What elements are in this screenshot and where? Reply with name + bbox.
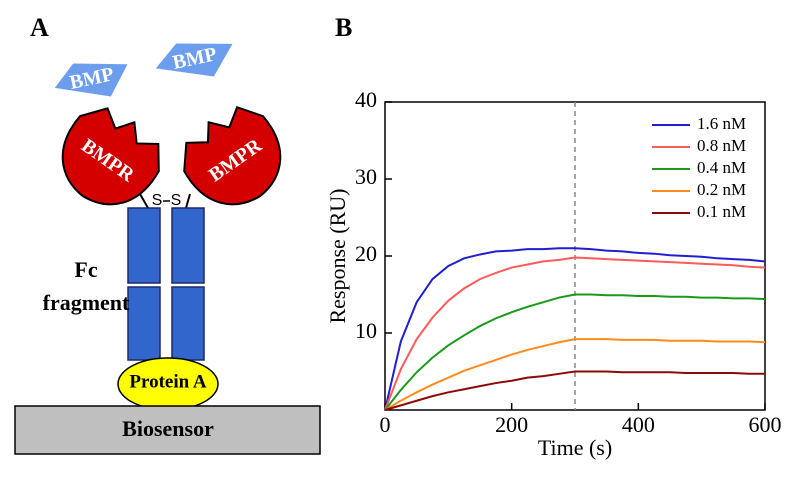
legend-label: 0.2 nM	[697, 180, 746, 199]
y-tick-label: 40	[355, 87, 377, 112]
bmp-receptor: BMPR	[183, 105, 282, 206]
x-axis-label: Time (s)	[538, 435, 612, 460]
fc-fragment	[127, 207, 205, 361]
y-axis-label: Response (RU)	[325, 188, 350, 323]
disulfide-label: S	[152, 192, 163, 209]
legend-label: 0.8 nM	[697, 136, 746, 155]
protein-a-label: Protein A	[129, 371, 207, 392]
series-line	[384, 370, 765, 411]
legend-label: 0.1 nM	[697, 202, 746, 221]
y-tick-label: 10	[355, 318, 377, 343]
x-tick-label: 0	[380, 412, 391, 437]
fc-label: fragment	[43, 290, 130, 315]
disulfide-label: S	[171, 192, 182, 209]
series-line	[384, 293, 766, 411]
panel-a: A BMP BMP BMPR BMPR S S Fc fragment	[14, 13, 321, 455]
biosensor-label: Biosensor	[122, 416, 214, 441]
biosensor	[14, 405, 321, 455]
series-line	[384, 338, 766, 411]
legend-label: 0.4 nM	[697, 158, 746, 177]
y-tick-label: 30	[355, 164, 377, 189]
x-tick-label: 600	[749, 412, 782, 437]
panel-label: B	[335, 13, 352, 42]
bmp-ligand: BMP	[155, 43, 233, 77]
panel-label: A	[30, 13, 49, 42]
y-tick-label: 20	[355, 241, 377, 266]
linker	[139, 193, 191, 209]
panel-b: B 0 200 400 600 10 20 30 40 Time (s) Response (RU…	[325, 13, 781, 460]
series-line	[384, 247, 766, 411]
x-tick-label: 400	[622, 412, 655, 437]
x-tick-label: 200	[495, 412, 528, 437]
bmp-ligand: BMP	[54, 63, 128, 97]
series-line	[384, 256, 766, 411]
bmp-receptor: BMPR	[61, 107, 160, 206]
fc-label: Fc	[74, 257, 97, 282]
legend-label: 1.6 nM	[697, 114, 746, 133]
